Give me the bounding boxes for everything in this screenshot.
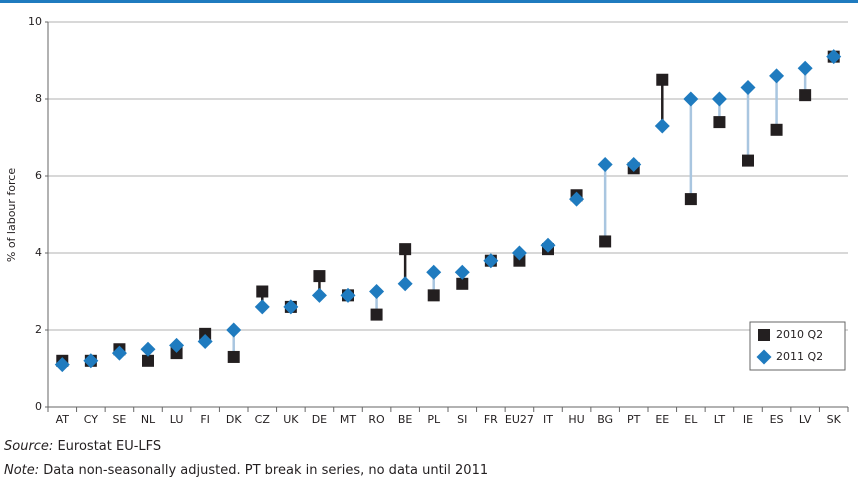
- marker-diamond: [826, 49, 842, 65]
- marker-square: [227, 350, 240, 363]
- marker-square: [313, 270, 326, 283]
- x-tick-label: UK: [283, 413, 299, 426]
- marker-square: [370, 308, 383, 321]
- marker-square: [170, 347, 183, 360]
- x-tick-label: HU: [568, 413, 584, 426]
- marker-diamond: [711, 91, 727, 107]
- marker-diamond: [483, 253, 499, 269]
- marker-diamond: [83, 353, 99, 369]
- marker-diamond: [197, 334, 213, 350]
- x-tick-label: SE: [112, 413, 126, 426]
- source: Source: Eurostat EU-LFS: [4, 439, 161, 454]
- marker-diamond: [111, 345, 127, 361]
- source-text: Eurostat EU-LFS: [57, 439, 161, 454]
- marker-square: [399, 243, 412, 256]
- x-tick-label: NL: [141, 413, 156, 426]
- marker-diamond: [254, 299, 270, 315]
- marker-square: [799, 89, 812, 102]
- x-tick-label: FI: [200, 413, 210, 426]
- marker-diamond: [740, 79, 756, 95]
- marker-square: [427, 289, 440, 302]
- marker-square: [456, 277, 469, 290]
- x-tick-label: BE: [398, 413, 413, 426]
- marker-diamond: [340, 287, 356, 303]
- x-tick-label: EU27: [505, 413, 534, 426]
- x-tick-label: SI: [457, 413, 467, 426]
- x-tick-label: RO: [368, 413, 385, 426]
- marker-diamond: [626, 156, 642, 172]
- x-tick-label: IE: [743, 413, 753, 426]
- marker-diamond: [540, 237, 556, 253]
- x-tick-label: FR: [484, 413, 498, 426]
- note-label: Note:: [4, 463, 39, 478]
- marker-square: [742, 154, 754, 167]
- x-tick-label: PT: [627, 413, 641, 426]
- legend-label: 2011 Q2: [776, 350, 823, 363]
- source-label: Source:: [4, 439, 53, 454]
- marker-diamond: [797, 60, 813, 76]
- x-tick-label: LT: [714, 413, 726, 426]
- x-tick-label: EL: [684, 413, 698, 426]
- y-tick-label: 8: [35, 92, 42, 105]
- marker-diamond: [654, 118, 670, 134]
- marker-diamond: [756, 349, 772, 365]
- y-tick-label: 10: [28, 15, 42, 28]
- y-axis-label: % of labour force: [5, 168, 18, 262]
- x-tick-label: DE: [312, 413, 327, 426]
- marker-diamond: [397, 276, 413, 292]
- x-tick-label: BG: [597, 413, 613, 426]
- marker-diamond: [140, 341, 156, 357]
- marker-square: [142, 354, 154, 367]
- x-tick-label: EE: [655, 413, 669, 426]
- marker-diamond: [454, 264, 470, 280]
- x-tick-label: DK: [226, 413, 242, 426]
- marker-diamond: [369, 284, 385, 299]
- marker-square: [256, 285, 269, 298]
- marker-diamond: [169, 337, 185, 353]
- header-band: [0, 0, 858, 3]
- y-tick-label: 4: [35, 246, 42, 259]
- marker-diamond: [597, 156, 613, 172]
- marker-square: [599, 235, 612, 248]
- x-tick-label: PL: [427, 413, 441, 426]
- marker-diamond: [311, 287, 327, 303]
- marker-diamond: [283, 299, 299, 315]
- note: Note: Data non-seasonally adjusted. PT b…: [4, 463, 488, 478]
- marker-square: [770, 123, 783, 136]
- marker-diamond: [54, 357, 70, 373]
- x-tick-label: SK: [827, 413, 842, 426]
- marker-diamond: [683, 91, 699, 107]
- x-tick-label: CY: [84, 413, 98, 426]
- marker-square: [513, 254, 526, 267]
- x-tick-label: AT: [56, 413, 70, 426]
- marker-square: [199, 327, 212, 340]
- x-tick-label: IT: [543, 413, 553, 426]
- marker-square: [713, 116, 726, 129]
- x-tick-label: MT: [340, 413, 356, 426]
- x-tick-label: LU: [170, 413, 184, 426]
- marker-diamond: [226, 322, 242, 338]
- marker-square: [656, 73, 669, 86]
- y-tick-label: 2: [35, 323, 42, 336]
- marker-diamond: [769, 68, 785, 84]
- x-tick-label: CZ: [255, 413, 271, 426]
- marker-diamond: [426, 264, 442, 280]
- note-text: Data non-seasonally adjusted. PT break i…: [43, 463, 488, 478]
- marker-diamond: [569, 191, 585, 207]
- y-tick-label: 0: [35, 400, 42, 413]
- legend-label: 2010 Q2: [776, 328, 823, 341]
- y-tick-label: 6: [35, 169, 42, 182]
- x-tick-label: ES: [770, 413, 784, 426]
- x-tick-label: LV: [799, 413, 812, 426]
- marker-square: [684, 193, 697, 206]
- marker-diamond: [511, 245, 527, 261]
- marker-square: [758, 329, 770, 341]
